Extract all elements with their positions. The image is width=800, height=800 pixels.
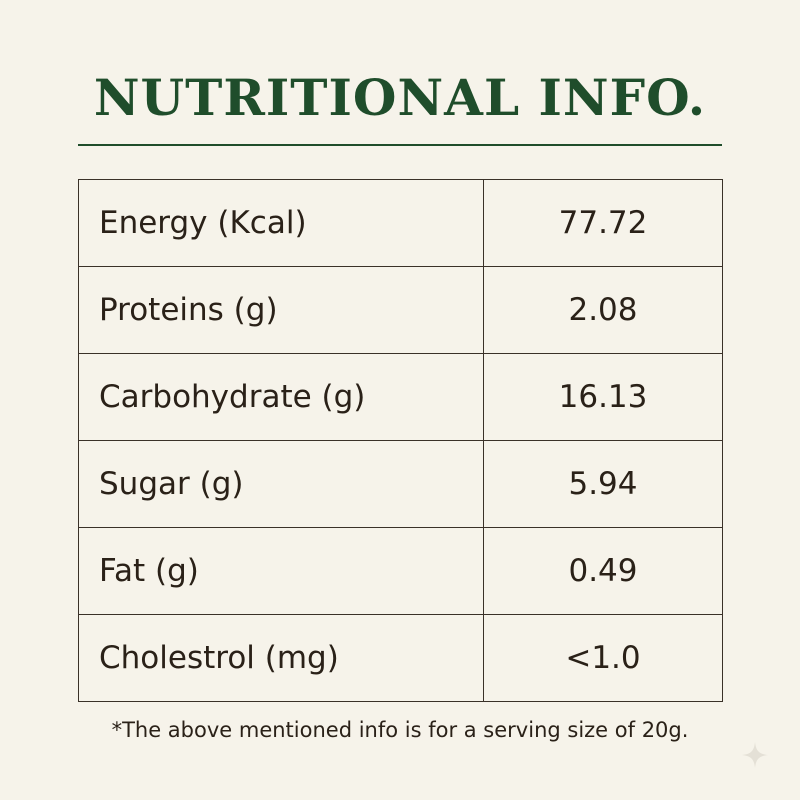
table-row: Energy (Kcal) 77.72 [78, 179, 723, 267]
table-row: Cholestrol (mg) <1.0 [78, 614, 723, 702]
sparkle-icon [742, 742, 768, 768]
nutrient-name: Sugar (g) [78, 440, 484, 528]
nutrition-table: Energy (Kcal) 77.72 Proteins (g) 2.08 Carboh… [78, 179, 723, 702]
title: NUTRITIONAL INFO. [93, 68, 707, 127]
nutrient-name: Fat (g) [78, 527, 484, 615]
footnote: *The above mentioned info is for a servi… [111, 718, 689, 742]
nutrient-value: 77.72 [483, 179, 723, 267]
table-row: Proteins (g) 2.08 [78, 266, 723, 354]
nutrient-value: 16.13 [483, 353, 723, 441]
nutrient-value: 5.94 [483, 440, 723, 528]
title-underline [78, 144, 722, 146]
table-row: Carbohydrate (g) 16.13 [78, 353, 723, 441]
nutrient-name: Proteins (g) [78, 266, 484, 354]
nutrient-name: Cholestrol (mg) [78, 614, 484, 702]
nutrient-value: 2.08 [483, 266, 723, 354]
nutrient-name: Carbohydrate (g) [78, 353, 484, 441]
nutrient-name: Energy (Kcal) [78, 179, 484, 267]
table-body: Energy (Kcal) 77.72 Proteins (g) 2.08 Carboh… [78, 179, 723, 702]
nutrient-value: 0.49 [483, 527, 723, 615]
table-row: Fat (g) 0.49 [78, 527, 723, 615]
nutrient-value: <1.0 [483, 614, 723, 702]
table-row: Sugar (g) 5.94 [78, 440, 723, 528]
